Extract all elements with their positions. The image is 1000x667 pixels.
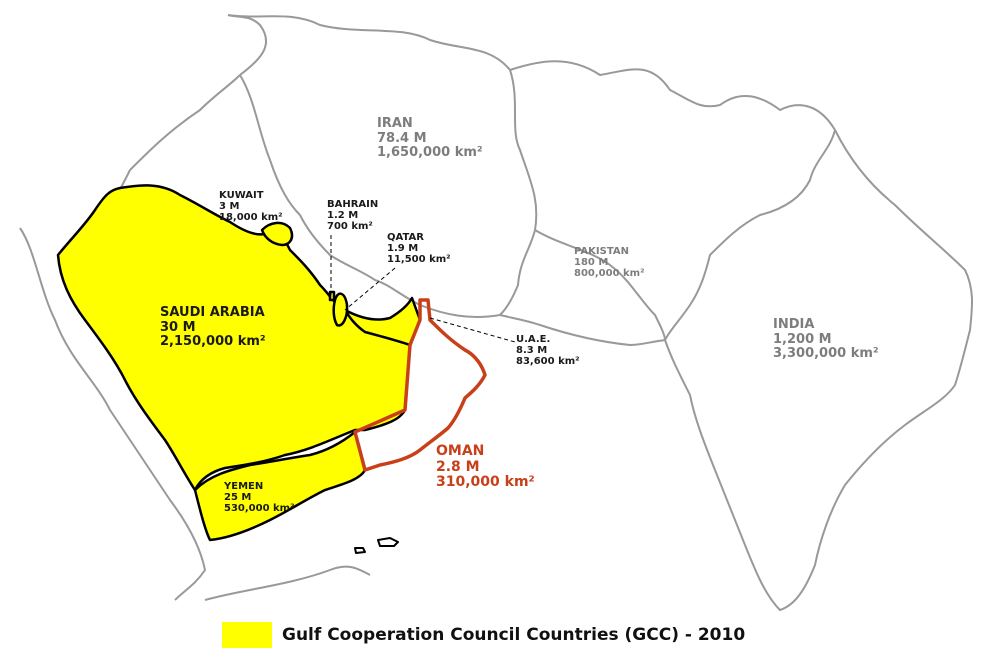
oman-name: OMAN <box>436 443 485 459</box>
label-pakistan: PAKISTAN 180 M 800,000 km² <box>574 246 644 280</box>
india-area: 3,300,000 km² <box>773 346 879 362</box>
oman-area: 310,000 km² <box>436 474 535 491</box>
yemen-name: YEMEN <box>224 481 264 492</box>
iran-area: 1,650,000 km² <box>377 145 483 161</box>
uae-area: 83,600 km² <box>516 356 580 368</box>
iran-pop: 78.4 M <box>377 130 427 146</box>
label-kuwait: KUWAIT 3 M 18,000 km² <box>219 190 283 224</box>
gcc-region <box>56 184 422 542</box>
qatar-area: 11,500 km² <box>387 254 451 266</box>
label-oman: OMAN 2.8 M 310,000 km² <box>436 443 535 491</box>
pakistan-name: PAKISTAN <box>574 246 629 257</box>
label-yemen: YEMEN 25 M 530,000 km² <box>224 481 294 515</box>
oman-outline <box>353 298 487 472</box>
pakistan-pop: 180 M <box>574 257 609 269</box>
india-name: INDIA <box>773 317 815 332</box>
qatar-name: QATAR <box>387 232 424 243</box>
saudi-name: SAUDI ARABIA <box>160 305 265 320</box>
yemen-pop: 25 M <box>224 492 252 504</box>
pakistan-area: 800,000 km² <box>574 268 645 280</box>
label-bahrain: BAHRAIN 1.2 M 700 km² <box>327 199 378 233</box>
iran-name: IRAN <box>377 116 413 131</box>
oman-pop: 2.8 M <box>436 458 480 475</box>
regional-outline <box>19 14 973 611</box>
label-india: INDIA 1,200 M 3,300,000 km² <box>773 317 879 362</box>
legend-swatch <box>222 622 272 648</box>
kuwait-name: KUWAIT <box>219 190 264 201</box>
saudi-pop: 30 M <box>160 319 196 335</box>
bahrain-pop: 1.2 M <box>327 210 359 222</box>
qatar-pop: 1.9 M <box>387 243 419 255</box>
bahrain-name: BAHRAIN <box>327 199 379 210</box>
uae-pop: 8.3 M <box>516 345 548 357</box>
uae-name: U.A.E. <box>516 334 551 345</box>
leader-lines <box>330 235 516 343</box>
bahrain-area: 700 km² <box>327 221 373 233</box>
label-saudi-arabia: SAUDI ARABIA 30 M 2,150,000 km² <box>160 305 266 350</box>
legend: Gulf Cooperation Council Countries (GCC)… <box>222 620 745 650</box>
label-uae: U.A.E. 8.3 M 83,600 km² <box>516 334 580 368</box>
label-iran: IRAN 78.4 M 1,650,000 km² <box>377 116 483 161</box>
kuwait-pop: 3 M <box>219 201 240 213</box>
kuwait-area: 18,000 km² <box>219 212 283 224</box>
yemen-area: 530,000 km² <box>224 503 295 515</box>
saudi-area: 2,150,000 km² <box>160 334 266 350</box>
label-qatar: QATAR 1.9 M 11,500 km² <box>387 232 451 266</box>
india-pop: 1,200 M <box>773 331 832 347</box>
legend-label: Gulf Cooperation Council Countries (GCC)… <box>282 625 746 645</box>
